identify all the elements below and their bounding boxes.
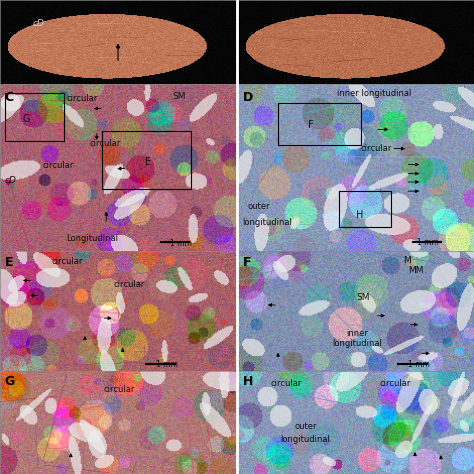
- Text: M: M: [403, 255, 411, 264]
- Text: cD: cD: [5, 176, 17, 185]
- Text: circular: circular: [43, 161, 74, 170]
- Bar: [278, 103, 361, 145]
- Text: 1 mm: 1 mm: [417, 237, 439, 246]
- Text: inner: inner: [346, 328, 368, 337]
- Text: F: F: [308, 120, 313, 130]
- Text: circular: circular: [380, 379, 411, 388]
- Text: D: D: [243, 91, 253, 104]
- Text: H: H: [243, 375, 253, 388]
- Text: inner longitudinal: inner longitudinal: [337, 89, 411, 98]
- Text: E: E: [5, 256, 13, 269]
- Text: circular: circular: [104, 385, 135, 394]
- Text: outer: outer: [295, 422, 317, 431]
- Text: longitudinal: longitudinal: [281, 436, 330, 445]
- Text: circular: circular: [52, 257, 83, 266]
- Bar: [5, 93, 64, 141]
- Text: F: F: [243, 256, 251, 269]
- Text: circular: circular: [66, 94, 98, 103]
- Text: SM: SM: [173, 92, 186, 101]
- Text: 1 mm: 1 mm: [170, 239, 192, 248]
- Text: cD: cD: [33, 19, 45, 28]
- Text: outer: outer: [247, 201, 270, 210]
- Text: G: G: [5, 375, 15, 388]
- Text: Longitudinal: Longitudinal: [66, 234, 118, 243]
- Text: longitudinal: longitudinal: [332, 339, 382, 348]
- Text: circular: circular: [90, 139, 121, 148]
- Text: SM: SM: [356, 293, 369, 302]
- Text: circular: circular: [361, 144, 392, 153]
- Text: 1 mm: 1 mm: [156, 360, 178, 369]
- Text: circular: circular: [113, 280, 145, 289]
- Text: 1 mm: 1 mm: [408, 360, 430, 369]
- Text: longitudinal: longitudinal: [243, 218, 292, 227]
- Bar: [101, 131, 191, 190]
- Text: G: G: [22, 114, 30, 124]
- Text: circular: circular: [271, 379, 302, 388]
- Text: H: H: [356, 210, 364, 220]
- Text: C: C: [5, 91, 14, 104]
- Bar: [339, 191, 392, 227]
- Text: E: E: [145, 157, 151, 167]
- Text: MM: MM: [408, 266, 423, 275]
